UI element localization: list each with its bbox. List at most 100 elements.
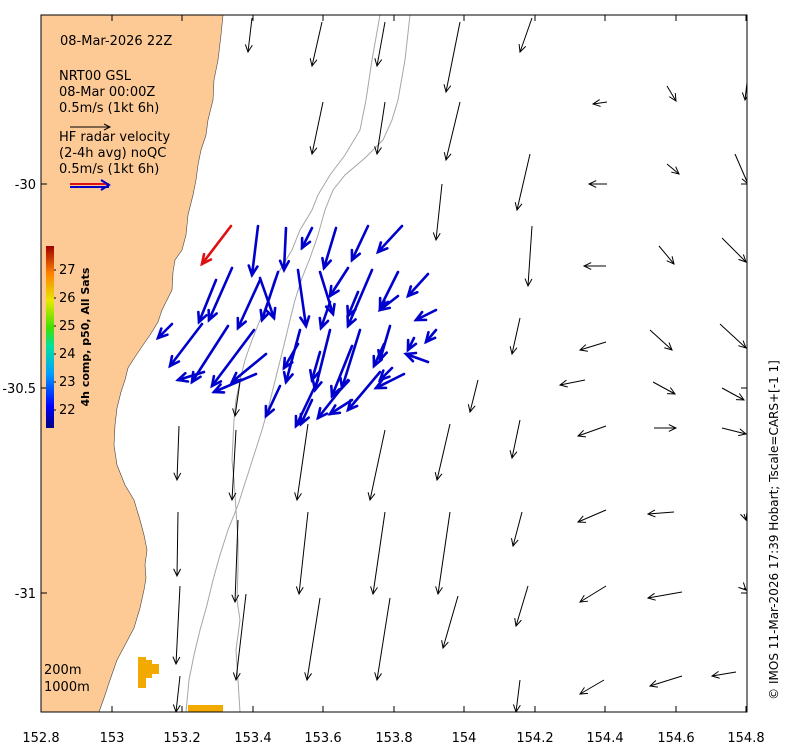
model-arrow: [172, 585, 181, 666]
y-tick-label: -31: [15, 587, 36, 602]
model-arrow: [244, 17, 253, 54]
model-arrow: [173, 425, 182, 482]
radar-arrow: [406, 336, 418, 353]
radar-arrow: [299, 398, 314, 427]
model-arrow: [734, 153, 747, 184]
radar-arrow: [372, 342, 386, 369]
model-name: NRT00 GSL: [59, 69, 131, 84]
model-arrow: [374, 21, 386, 68]
radar-arrow: [424, 328, 438, 345]
model-arrow: [309, 21, 323, 68]
radar-arrow: [413, 308, 438, 322]
x-tick-label: 154.4: [586, 731, 623, 746]
model-arrow: [374, 597, 391, 682]
radar-arrow: [278, 226, 291, 273]
model-arrow: [721, 427, 747, 437]
model-arrow: [719, 323, 747, 349]
model-arrow: [576, 509, 607, 523]
map-timestamp: 08-Mar-2026 22Z: [60, 34, 173, 49]
radar-averaging: (2-4h avg) noQC: [59, 146, 167, 161]
model-arrow: [435, 511, 451, 596]
isobath-1000m: [185, 15, 411, 712]
radar-arrow: [197, 278, 218, 325]
model-arrow: [370, 511, 386, 596]
radar-arrow: [300, 226, 314, 251]
model-arrow: [173, 511, 182, 578]
radar-scale-arrow: [70, 179, 111, 191]
isobath-200m: [231, 15, 381, 712]
radar-arrow: [328, 266, 350, 299]
radar-arrow: [210, 328, 256, 389]
model-arrow: [652, 381, 677, 395]
model-arrow: [304, 597, 321, 682]
colorbar-tick: 22: [59, 403, 76, 418]
model-arrow: [432, 183, 443, 242]
model-arrow: [646, 509, 675, 518]
model-arrow: [294, 423, 309, 502]
radar-arrow: [259, 270, 280, 323]
y-axis: -30 -30.5 -31: [2, 178, 36, 602]
model-arrow: [231, 519, 240, 604]
radar-arrow: [375, 224, 404, 255]
radar-title: HF radar velocity: [59, 130, 171, 145]
colorbar-tick: 27: [59, 263, 76, 278]
model-arrow: [558, 379, 586, 388]
model-arrow: [512, 679, 521, 712]
x-tick-label: 153: [100, 731, 125, 746]
credit-text: © IMOS 11-Mar-2026 17:39 Hobart; Tscale=…: [767, 360, 781, 700]
x-tick-label: 153.4: [234, 731, 271, 746]
model-arrow: [232, 381, 241, 418]
x-axis: 152.8 153 153.2 153.4 153.6 153.8 154 15…: [22, 731, 764, 746]
model-arrow: [740, 512, 747, 522]
radar-arrow: [282, 328, 302, 385]
colorbar-tick-labels: 22 23 24 25 26 27: [59, 263, 76, 418]
model-arrow: [514, 585, 529, 628]
model-arrow: [309, 101, 324, 156]
radar-arrow: [236, 278, 262, 331]
radar-arrow: [346, 290, 360, 319]
model-arrow: [172, 675, 181, 712]
model-arrow: [649, 329, 673, 351]
model-arrow: [441, 595, 459, 650]
model-arrow: [648, 675, 683, 688]
model-arrow: [710, 670, 737, 679]
radar-arrow: [296, 268, 311, 329]
x-tick-label: 154.6: [657, 731, 694, 746]
radar-arrow: [318, 300, 332, 331]
model-arrow: [510, 511, 523, 548]
radar-arrow: [207, 266, 234, 323]
model-scale-arrow: [70, 123, 112, 131]
colorbar-ticks: [54, 269, 56, 411]
colorbar: [46, 246, 54, 428]
x-tick-label: 153.8: [375, 731, 412, 746]
colorbar-tick: 26: [59, 291, 76, 306]
radar-arrow: [168, 322, 204, 369]
radar-arrow: [258, 276, 277, 321]
model-current-arrows: [172, 17, 747, 712]
radar-arrow: [264, 384, 282, 419]
model-arrow: [721, 237, 747, 263]
model-arrow: [576, 425, 607, 438]
isobath-label-200m: 200m: [44, 663, 82, 678]
radar-arrow: [321, 226, 338, 271]
radar-arrow: [327, 398, 354, 416]
model-arrow: [646, 591, 683, 601]
model-arrow: [443, 101, 461, 162]
x-tick-label: 154.8: [727, 731, 764, 746]
radar-arrow: [403, 351, 430, 364]
radar-arrow: [346, 268, 374, 329]
model-arrow: [524, 225, 533, 288]
colorbar-tick: 23: [59, 375, 76, 390]
colorbar-label: 4h comp, p50, All Sats: [79, 267, 92, 406]
radar-arrow: [247, 224, 260, 278]
model-arrow: [578, 341, 607, 352]
model-arrow: [591, 99, 608, 107]
radar-current-arrows: [155, 224, 438, 429]
model-arrow: [579, 585, 607, 603]
model-arrow: [579, 679, 605, 695]
model-arrow: [587, 180, 607, 188]
model-arrow: [658, 245, 675, 265]
radar-arrow-highlight: [200, 224, 233, 267]
model-arrow: [582, 262, 606, 270]
radar-scale-label: 0.5m/s (1kt 6h): [59, 162, 160, 177]
